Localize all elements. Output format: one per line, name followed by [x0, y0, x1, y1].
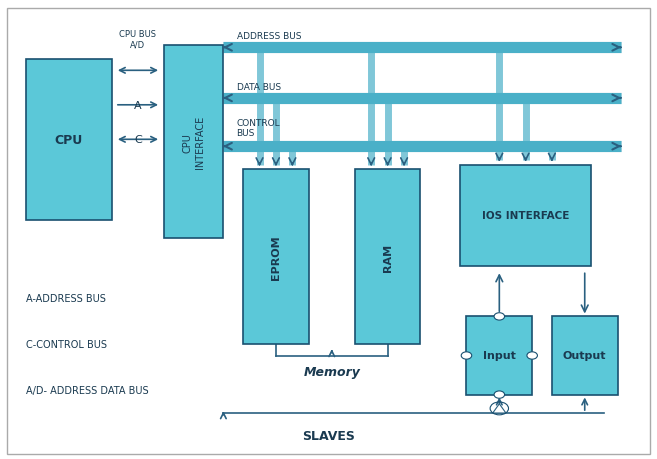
Text: Memory: Memory	[304, 365, 360, 378]
Text: A-ADDRESS BUS: A-ADDRESS BUS	[26, 293, 106, 303]
FancyBboxPatch shape	[552, 317, 618, 395]
Text: CPU: CPU	[55, 134, 83, 146]
FancyBboxPatch shape	[26, 60, 112, 220]
Circle shape	[494, 391, 505, 398]
Text: EPROM: EPROM	[271, 235, 281, 280]
Text: A/D- ADDRESS DATA BUS: A/D- ADDRESS DATA BUS	[26, 385, 149, 395]
Circle shape	[461, 352, 472, 359]
FancyBboxPatch shape	[243, 170, 309, 344]
Text: ADDRESS BUS: ADDRESS BUS	[237, 32, 301, 41]
Text: C-CONTROL BUS: C-CONTROL BUS	[26, 339, 107, 349]
FancyBboxPatch shape	[355, 170, 420, 344]
Text: RAM: RAM	[382, 243, 393, 271]
Text: CPU BUS
A/D: CPU BUS A/D	[120, 30, 156, 49]
FancyBboxPatch shape	[164, 46, 223, 239]
Text: SLAVES: SLAVES	[302, 430, 355, 442]
Text: CPU
INTERFACE: CPU INTERFACE	[183, 116, 205, 169]
Text: Input: Input	[483, 351, 516, 361]
Text: Output: Output	[563, 351, 606, 361]
Circle shape	[494, 313, 505, 320]
Polygon shape	[493, 404, 506, 413]
Text: CONTROL
BUS: CONTROL BUS	[237, 118, 280, 138]
FancyBboxPatch shape	[460, 165, 591, 266]
Text: DATA BUS: DATA BUS	[237, 83, 281, 92]
FancyBboxPatch shape	[466, 317, 532, 395]
Text: A: A	[134, 101, 142, 111]
Circle shape	[527, 352, 537, 359]
Text: IOS INTERFACE: IOS INTERFACE	[482, 211, 569, 221]
Text: C: C	[134, 135, 142, 145]
